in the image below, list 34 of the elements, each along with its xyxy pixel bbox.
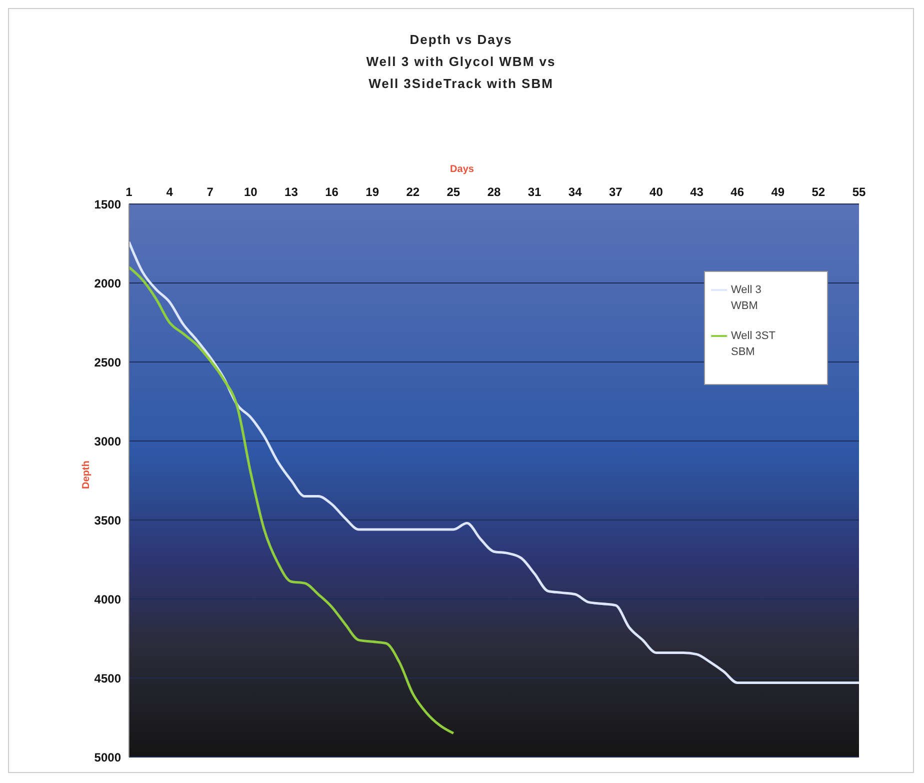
x-tick-label: 25 (446, 185, 460, 199)
y-tick-label: 3500 (94, 513, 122, 528)
y-axis-title: Depth (81, 460, 92, 489)
x-tick-label: 7 (206, 185, 214, 199)
x-tick-label: 37 (608, 185, 623, 199)
x-tick-label: 1 (126, 185, 133, 199)
x-tick-label: 31 (528, 185, 542, 199)
line-series (129, 266, 455, 735)
y-tick-label: 4500 (94, 671, 122, 686)
x-tick-label: 19 (366, 185, 380, 199)
x-tick-label: 28 (487, 185, 501, 199)
x-tick-label: 49 (771, 185, 785, 199)
chart-title: Depth vs Days Well 3 with Glycol WBM vs Well 3SideTrack with SBM (365, 31, 557, 93)
y-tick-label: 3000 (94, 434, 122, 448)
x-tick-label: 10 (244, 185, 258, 199)
x-tick-label: 4 (166, 185, 174, 199)
y-tick-label: 2000 (94, 276, 122, 290)
line-series (129, 240, 859, 684)
legend-label: Well 3 WBM (731, 283, 762, 314)
y-tick-label: 5000 (94, 750, 122, 764)
legend-label: Well 3ST SBM (731, 329, 776, 360)
x-tick-label: 43 (690, 185, 704, 199)
y-tick-label: 2500 (94, 355, 122, 370)
x-tick-label: 46 (730, 185, 744, 199)
y-tick-label: 4000 (94, 592, 122, 606)
y-tick-label: 1500 (94, 197, 122, 212)
x-tick-label: 16 (325, 185, 339, 199)
x-tick-label: 40 (650, 185, 664, 199)
x-tick-label: 52 (812, 185, 826, 199)
x-tick-label: 34 (568, 185, 582, 199)
x-tick-label: 55 (852, 185, 866, 199)
x-axis-title: Days (449, 164, 475, 175)
x-tick-label: 22 (406, 185, 420, 199)
x-tick-label: 13 (284, 185, 298, 199)
